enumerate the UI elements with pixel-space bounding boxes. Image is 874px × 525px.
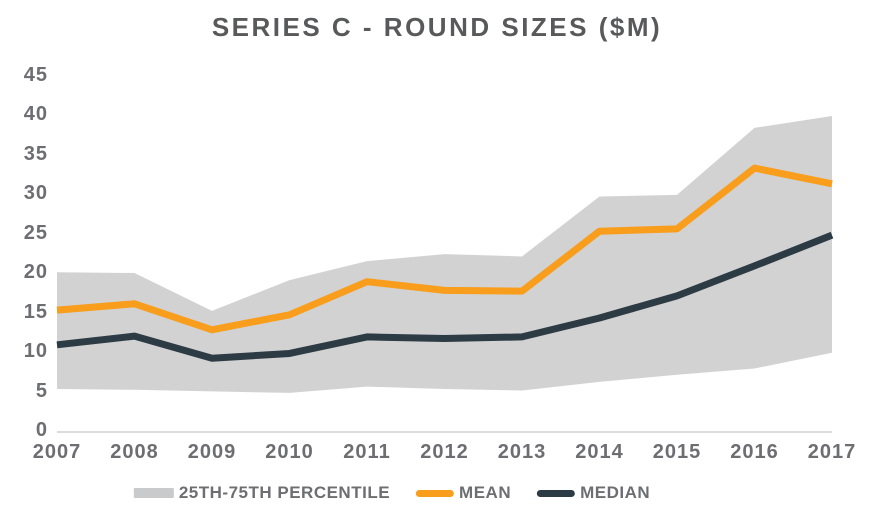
chart-title: SERIES C - ROUND SIZES ($M) — [211, 12, 663, 42]
x-axis-tick-label: 2012 — [420, 441, 469, 463]
y-axis-tick-label: 45 — [23, 64, 48, 86]
y-axis-tick-label: 5 — [35, 379, 48, 402]
x-axis-tick-label: 2008 — [110, 441, 159, 463]
legend-item-mean: MEAN — [416, 483, 511, 503]
y-axis-tick-label: 30 — [23, 182, 48, 205]
legend-item-percentile-band: 25TH-75TH PERCENTILE — [133, 483, 391, 503]
y-axis-tick-label: 0 — [35, 419, 48, 441]
median-line — [56, 231, 834, 362]
mean-line — [56, 164, 833, 334]
x-axis-tick-label: 2015 — [652, 441, 702, 463]
x-axis-tick-label: 2007 — [32, 441, 82, 463]
x-axis-tick-label: 2014 — [575, 441, 624, 463]
y-axis-tick-label: 15 — [23, 300, 48, 323]
percentile-band-swatch-icon — [133, 488, 174, 498]
x-axis-tick-label: 2016 — [730, 441, 779, 463]
x-axis-tick-label: 2009 — [187, 441, 237, 463]
x-axis-tick-label: 2017 — [807, 441, 857, 463]
y-axis-tick-label: 25 — [23, 221, 48, 244]
percentile-band-area — [57, 116, 832, 393]
y-axis-tick-label: 10 — [23, 340, 48, 363]
legend-label-percentile-band: 25TH-75TH PERCENTILE — [178, 483, 391, 502]
mean-line-swatch-icon — [416, 489, 455, 497]
legend-item-median: MEDIAN — [537, 483, 650, 503]
legend-label-median: MEDIAN — [580, 483, 651, 502]
x-axis-tick-label: 2010 — [265, 441, 314, 463]
x-axis-tick-label: 2011 — [343, 441, 391, 463]
x-axis-tick-label: 2013 — [497, 441, 547, 463]
y-axis-tick-label: 35 — [23, 142, 48, 165]
y-axis-tick-label: 40 — [23, 103, 48, 126]
chart-legend: 25TH-75TH PERCENTILE MEAN MEDIAN — [133, 483, 650, 503]
median-line-swatch-icon — [537, 489, 576, 497]
y-axis-tick-label: 20 — [23, 261, 48, 284]
legend-label-mean: MEAN — [459, 483, 512, 502]
